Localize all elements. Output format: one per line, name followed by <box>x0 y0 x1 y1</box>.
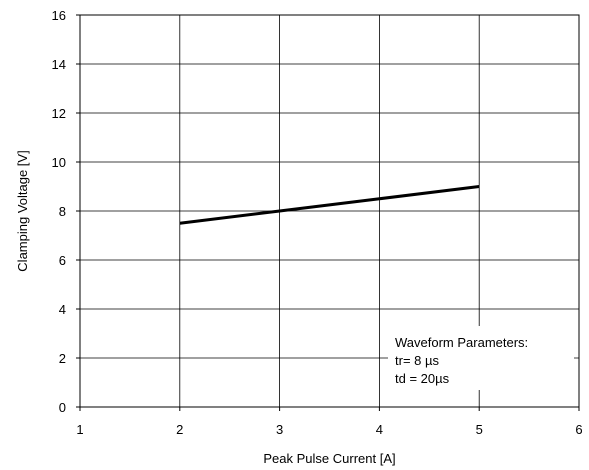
annotation-line-2: td = 20µs <box>395 371 450 386</box>
x-axis-label: Peak Pulse Current [A] <box>263 451 395 466</box>
y-tick-label-6: 12 <box>52 106 66 121</box>
y-tick-label-7: 14 <box>52 57 66 72</box>
x-tick-label-2: 3 <box>276 422 283 437</box>
x-tick-label-1: 2 <box>176 422 183 437</box>
y-tick-label-2: 4 <box>59 302 66 317</box>
x-tick-label-0: 1 <box>76 422 83 437</box>
y-tick-label-3: 6 <box>59 253 66 268</box>
y-tick-label-5: 10 <box>52 155 66 170</box>
annotation-box <box>388 326 574 390</box>
series-group <box>179 185 480 225</box>
y-axis-label: Clamping Voltage [V] <box>15 150 30 271</box>
x-tick-label-3: 4 <box>376 422 383 437</box>
annotation-line-0: Waveform Parameters: <box>395 335 528 350</box>
annotation-line-1: tr= 8 µs <box>395 353 439 368</box>
y-tick-label-8: 16 <box>52 8 66 23</box>
y-tick-label-4: 8 <box>59 204 66 219</box>
x-tick-label-4: 5 <box>476 422 483 437</box>
y-tick-label-0: 0 <box>59 400 66 415</box>
y-tick-label-1: 2 <box>59 351 66 366</box>
waveform-annotation: Waveform Parameters: tr= 8 µs td = 20µs <box>388 326 574 390</box>
x-tick-label-5: 6 <box>575 422 582 437</box>
series-line-0 <box>179 185 480 225</box>
